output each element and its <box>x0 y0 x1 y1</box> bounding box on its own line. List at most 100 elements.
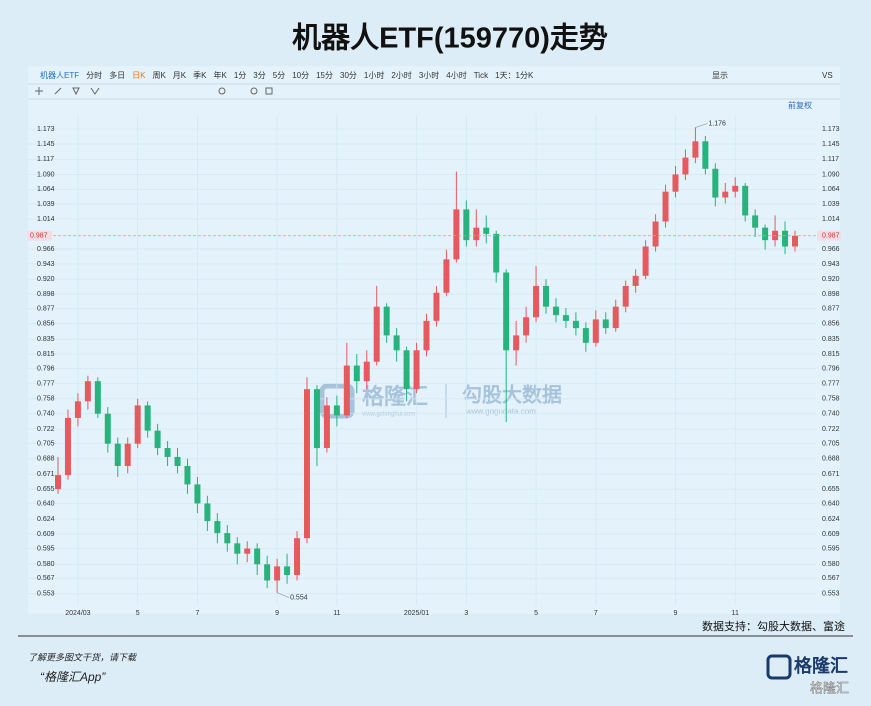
candle-body <box>562 315 569 321</box>
timeframe-button[interactable]: 3分 <box>253 71 265 80</box>
candle-body <box>403 350 410 390</box>
y-tick-label: 0.740 <box>37 411 55 418</box>
y-tick-label: 1.064 <box>37 186 55 193</box>
timeframe-button[interactable]: 年K <box>213 70 227 80</box>
candle-body <box>762 227 769 241</box>
candle-body <box>592 319 599 343</box>
candle-body <box>104 413 111 444</box>
candle-body <box>453 209 460 260</box>
y-tick-label-right: 0.688 <box>822 456 840 463</box>
x-tick-label: 11 <box>732 610 739 617</box>
y-tick-label: 0.815 <box>37 351 55 358</box>
candle-body <box>682 157 689 175</box>
timeframe-button[interactable]: 3小时 <box>419 70 439 80</box>
candle-body <box>84 381 91 402</box>
timeframe-button[interactable]: 月K <box>173 71 187 80</box>
y-tick-label-right: 1.117 <box>822 156 839 163</box>
y-tick-label-right: 0.640 <box>822 500 840 507</box>
timeframe-button[interactable]: 1天：1分K <box>495 71 534 80</box>
timeframe-button[interactable]: 机器人ETF <box>40 70 79 80</box>
candle-body <box>413 350 420 390</box>
candle-body <box>254 548 261 565</box>
timeframe-button[interactable]: 日K <box>132 71 146 80</box>
candle-body <box>433 292 440 321</box>
y-tick-label-right: 0.777 <box>822 380 840 387</box>
y-tick-label-right: 0.567 <box>822 575 840 582</box>
candle-body <box>294 538 301 576</box>
timeframe-button[interactable]: 多日 <box>109 70 125 80</box>
y-tick-label-right: 0.758 <box>822 396 840 403</box>
timeframe-button[interactable]: 分时 <box>86 70 102 80</box>
y-tick-label-right: 0.877 <box>822 306 840 313</box>
tool-icon <box>250 87 258 95</box>
candle-body <box>602 319 609 329</box>
candle-body <box>443 259 450 293</box>
y-tick-label-right: 0.595 <box>822 545 840 552</box>
timeframe-button[interactable]: 季K <box>193 70 207 80</box>
tool-icon <box>265 87 273 95</box>
price-tag <box>817 230 841 241</box>
candle-body <box>672 174 679 192</box>
timeframe-button[interactable]: 30分 <box>340 71 357 80</box>
timeframe-button[interactable]: 周K <box>152 71 166 80</box>
candle-body <box>264 564 271 581</box>
timeframe-button[interactable]: 1分 <box>234 71 246 80</box>
candle-body <box>224 533 231 544</box>
y-tick-label: 0.580 <box>37 561 55 568</box>
candle-body <box>692 141 699 158</box>
y-tick-label: 0.567 <box>37 575 55 582</box>
watermark-partner: 勾股大数据 <box>462 382 562 406</box>
y-tick-label-right: 1.014 <box>822 216 840 223</box>
x-tick-label: 3 <box>464 610 468 617</box>
price-tag <box>28 230 52 241</box>
y-tick-label: 0.835 <box>37 336 55 343</box>
candle-body <box>55 475 61 490</box>
adjust-mode[interactable]: 前复权 <box>788 100 812 110</box>
x-tick-label: 5 <box>136 610 140 617</box>
y-tick-label: 1.145 <box>37 141 55 148</box>
y-tick-label: 0.796 <box>37 365 55 372</box>
y-tick-label-right: 0.624 <box>822 516 840 523</box>
candle-body <box>702 141 709 169</box>
candle-body <box>582 328 589 343</box>
y-tick-label-right: 1.090 <box>822 171 840 178</box>
timeframe-button[interactable]: 4小时 <box>446 70 466 80</box>
y-tick-label: 0.877 <box>37 306 55 313</box>
y-tick-label: 0.777 <box>37 380 55 387</box>
timeframe-button[interactable]: Tick <box>474 71 489 80</box>
timeframe-button[interactable]: 2小时 <box>391 70 411 80</box>
candle-body <box>234 543 241 554</box>
candle-body <box>174 456 181 466</box>
annotation-label: 0.554 <box>290 594 308 601</box>
candle-body <box>144 405 151 431</box>
drawing-tools <box>35 87 273 96</box>
timeframe-button[interactable]: 15分 <box>316 71 333 80</box>
timeframe-button[interactable]: 10分 <box>292 71 309 80</box>
y-tick-label-right: 1.039 <box>822 201 840 208</box>
candle-body <box>493 233 500 273</box>
candle-body <box>473 227 480 241</box>
y-tick-label: 0.640 <box>37 500 55 507</box>
candle-body <box>662 191 669 222</box>
display-button[interactable]: 显示 <box>712 71 728 80</box>
candle-body <box>194 484 201 504</box>
chart-panel <box>28 66 840 614</box>
y-tick-label-right: 1.173 <box>822 126 840 133</box>
candle-body <box>732 185 739 192</box>
promo-text: 了解更多图文干货，请下载 <box>28 652 137 662</box>
y-tick-label: 0.553 <box>37 591 55 598</box>
candle-body <box>214 521 221 534</box>
y-tick-label: 1.039 <box>37 201 55 208</box>
timeframe-button[interactable]: 5分 <box>273 71 285 80</box>
y-tick-label-right: 0.580 <box>822 561 840 568</box>
timeframe-button[interactable]: 1小时 <box>364 70 384 80</box>
data-source: 数据支持：勾股大数据、富途 <box>702 619 845 633</box>
candle-body <box>333 405 340 416</box>
tool-icon <box>35 87 43 95</box>
y-tick-label-right: 0.856 <box>822 321 840 328</box>
candle-body <box>134 405 141 444</box>
candle-body <box>552 306 559 316</box>
compare-button[interactable]: VS <box>822 71 833 80</box>
y-tick-label: 0.595 <box>37 545 55 552</box>
candle-body <box>343 365 350 416</box>
